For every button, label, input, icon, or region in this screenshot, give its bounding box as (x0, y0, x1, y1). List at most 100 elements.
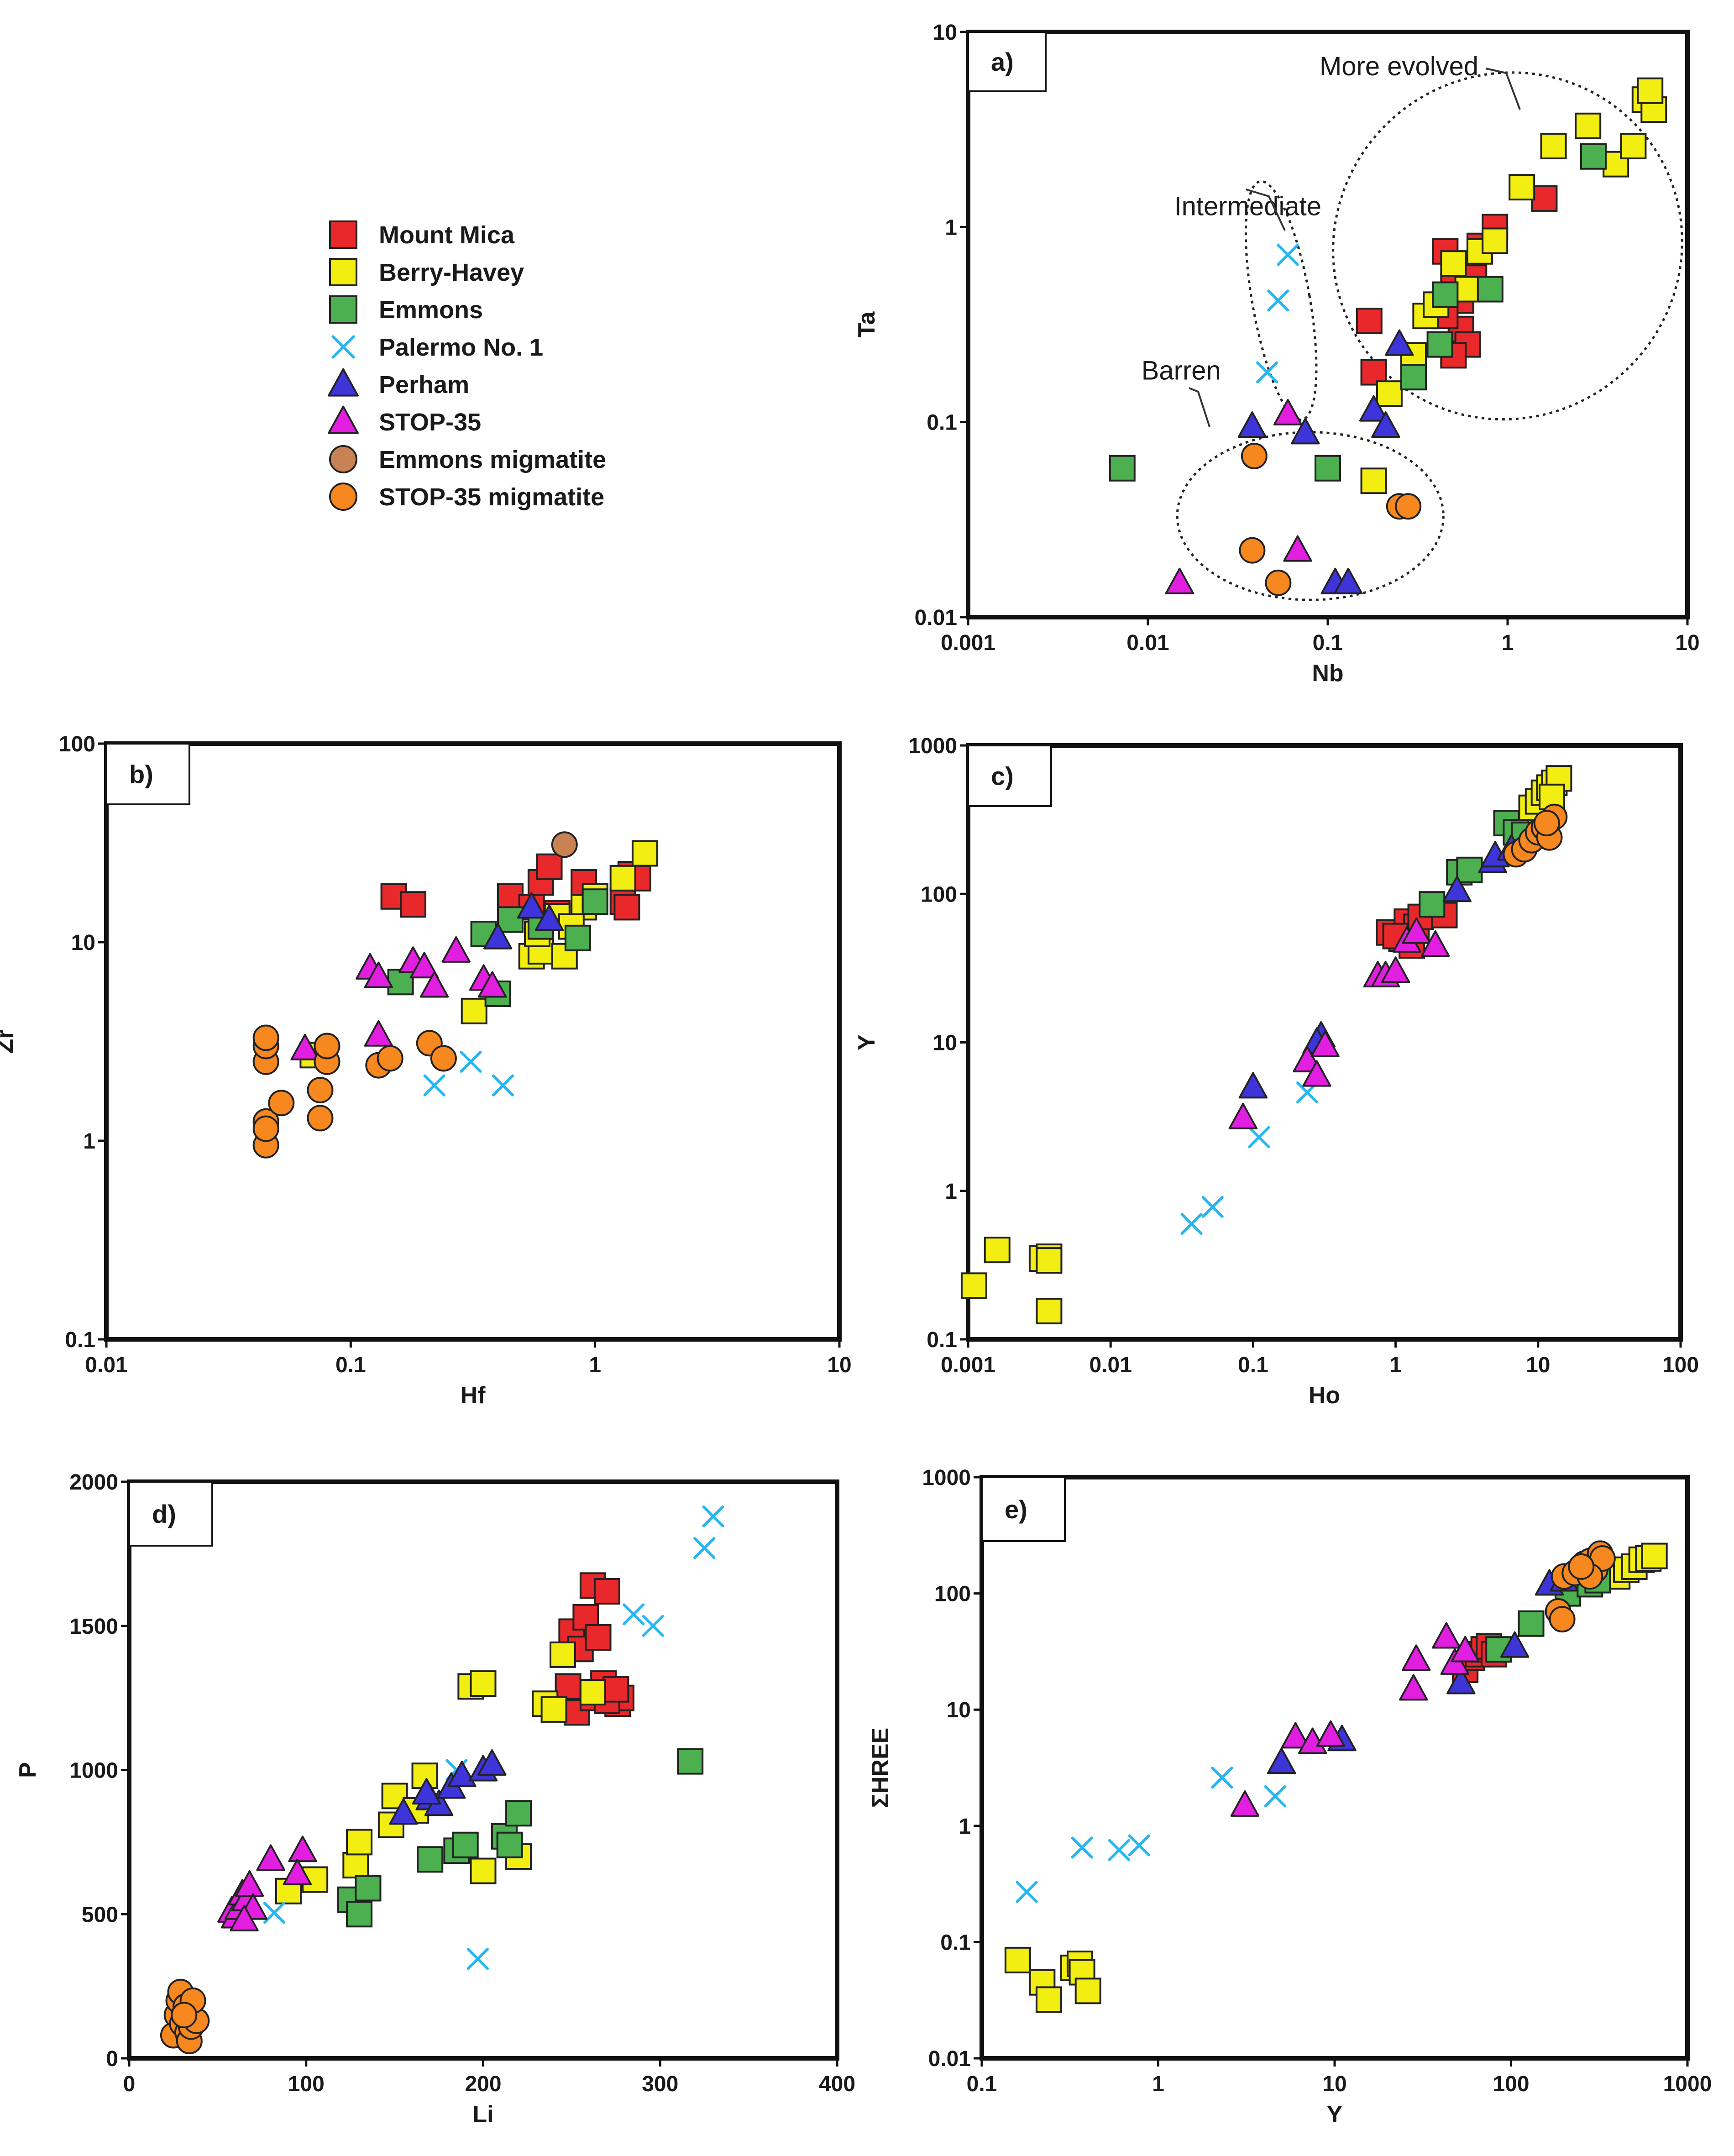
data-point (346, 1829, 373, 1856)
data-point (268, 1090, 295, 1117)
data-point (346, 1901, 373, 1928)
data-point (1400, 364, 1427, 391)
series-stop35_migmatite (1503, 803, 1568, 868)
data-point (235, 1870, 264, 1897)
data-point (1071, 1836, 1093, 1859)
data-point (1016, 1881, 1038, 1903)
data-point (1315, 455, 1341, 482)
data-point (1265, 569, 1292, 596)
y-tick-label: 0.01 (915, 606, 957, 630)
data-point (1310, 1030, 1340, 1057)
data-point (1334, 567, 1363, 594)
x-tick-label: 100 (1662, 1353, 1699, 1377)
series-stop35 (290, 936, 507, 1060)
data-point (342, 1852, 369, 1878)
data-point (307, 1076, 334, 1103)
data-point (1228, 1102, 1258, 1129)
data-point (1402, 1644, 1431, 1671)
data-point (1575, 112, 1602, 139)
intermediate-region (1244, 180, 1318, 421)
x-tick-label: 0.001 (941, 1353, 995, 1377)
data-point (555, 1673, 581, 1700)
data-point (1426, 331, 1453, 358)
data-point (377, 1811, 404, 1838)
data-point (623, 1603, 645, 1626)
y-tick-label: 1 (959, 1815, 971, 1839)
panel-label-box (105, 743, 190, 805)
data-point (642, 1615, 664, 1637)
panel-label: c) (991, 762, 1014, 791)
x-axis-label: Hf (461, 1382, 486, 1409)
series-stop35_migmatite (1545, 1540, 1616, 1633)
legend-marker-emmons (329, 295, 357, 324)
data-point (1509, 174, 1535, 201)
data-point (593, 1578, 620, 1605)
x-tick-label: 1 (1502, 631, 1514, 655)
panel-label: d) (152, 1500, 176, 1528)
data-point (1395, 493, 1422, 520)
annotation-more-evolved: More evolved (1320, 52, 1478, 81)
plot-frame-b (104, 741, 842, 1342)
data-point (307, 1105, 334, 1132)
legend-marker-mount_mica (329, 220, 357, 249)
data-point (430, 1045, 457, 1072)
data-point (549, 1641, 576, 1668)
data-point (1230, 1790, 1260, 1817)
data-point (466, 1948, 489, 1970)
x-tick-label: 100 (288, 2072, 325, 2096)
data-point (984, 1237, 1011, 1264)
data-point (1239, 537, 1266, 564)
data-point (1360, 467, 1387, 494)
data-point (1477, 276, 1503, 303)
y-tick-label: 1500 (69, 1615, 118, 1639)
y-tick-label: 500 (82, 1903, 118, 1927)
x-tick-label: 0.1 (1238, 1353, 1268, 1377)
legend-marker-emmons_migmatite (329, 445, 357, 473)
data-point (1531, 185, 1558, 212)
legend-label-stop35_migmatite: STOP-35 migmatite (379, 483, 604, 511)
data-point (355, 1875, 382, 1902)
data-point (1432, 281, 1459, 308)
panel-label: e) (1005, 1495, 1027, 1524)
legend-label-mount_mica: Mount Mica (379, 221, 515, 249)
data-point (1533, 810, 1560, 837)
y-tick-label: 100 (934, 1582, 971, 1606)
data-point (470, 1857, 497, 1884)
data-point (579, 1679, 606, 1705)
data-point (1004, 1946, 1031, 1973)
data-point (1376, 380, 1403, 407)
data-point (564, 924, 591, 951)
x-tick-label: 0.01 (85, 1353, 127, 1377)
data-point (288, 1836, 317, 1862)
data-point (419, 971, 449, 998)
data-point (1500, 1631, 1530, 1658)
legend-label-perham: Perham (379, 371, 469, 399)
data-point (460, 1050, 482, 1073)
y-tick-label: 10 (933, 1031, 957, 1055)
x-tick-label: 0.1 (1313, 631, 1343, 655)
y-tick-label: 10 (933, 21, 957, 45)
series-perham (1237, 329, 1414, 594)
x-tick-label: 300 (642, 2072, 678, 2096)
y-tick-label: 1000 (908, 734, 957, 758)
panel-d: 0 100 200 300 400 0 500 1000 1500 2000 Li Pd) (15, 1470, 855, 2128)
data-point (252, 1024, 279, 1051)
panel-label-box (981, 1476, 1066, 1542)
x-tick-label: 10 (827, 1353, 851, 1377)
y-tick-label: 1 (945, 1180, 957, 1204)
data-point (252, 1115, 279, 1142)
y-axis-label: Ta (854, 311, 880, 338)
series-perham (389, 1749, 507, 1825)
data-point (447, 1761, 477, 1788)
data-point (1248, 1126, 1270, 1149)
data-point (496, 1831, 523, 1858)
data-point (1580, 143, 1607, 170)
data-point (417, 1846, 444, 1873)
series-berry_havey (1004, 1542, 1668, 2013)
legend-marker-berry_havey (329, 258, 357, 286)
data-point (693, 1537, 716, 1559)
y-axis-label: P (15, 1762, 41, 1778)
